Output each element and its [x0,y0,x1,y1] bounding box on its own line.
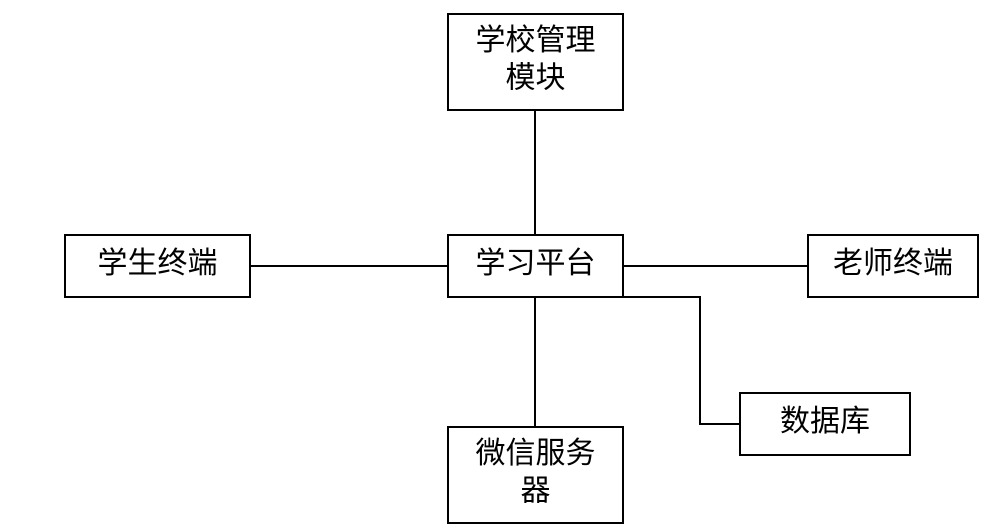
node-student_terminal: 学生终端 [65,235,250,297]
node-learning_platform: 学习平台 [448,235,623,297]
edge-learning_platform-database [623,297,740,424]
node-school_mgmt-label-1: 模块 [506,62,566,95]
node-teacher_terminal-label-0: 老师终端 [833,247,953,280]
node-learning_platform-label-0: 学习平台 [476,247,596,280]
node-wechat_server: 微信服务器 [448,427,623,523]
node-database-label-0: 数据库 [780,405,870,438]
node-wechat_server-label-0: 微信服务 [476,437,596,470]
nodes-group: 学校管理模块学生终端 学习平台 老师终端微信服务器 数据库 [65,14,978,523]
node-school_mgmt-label-0: 学校管理 [476,24,596,57]
node-teacher_terminal: 老师终端 [808,235,978,297]
node-wechat_server-label-1: 器 [521,475,551,508]
node-school_mgmt: 学校管理模块 [448,14,623,110]
node-student_terminal-label-0: 学生终端 [98,247,218,280]
node-database: 数据库 [740,393,910,455]
diagram-canvas: 学校管理模块学生终端 学习平台 老师终端微信服务器 数据库 [0,0,1000,528]
